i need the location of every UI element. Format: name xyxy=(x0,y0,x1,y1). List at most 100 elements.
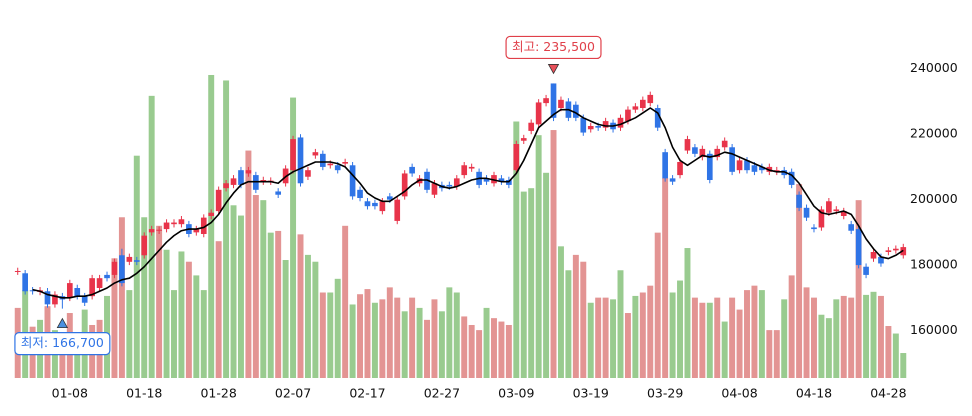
volume-bar xyxy=(729,297,736,378)
volume-bar xyxy=(379,299,386,378)
candle-body xyxy=(706,153,713,180)
x-tick-label: 02-07 xyxy=(275,386,311,401)
candle-body xyxy=(826,201,832,213)
volume-bar xyxy=(513,121,520,378)
candle-body xyxy=(506,180,512,185)
volume-bar xyxy=(237,215,244,378)
candle-body xyxy=(692,147,698,154)
candle-body xyxy=(357,189,363,198)
candle-body xyxy=(431,183,438,195)
candle-body xyxy=(885,250,892,252)
candle-body xyxy=(721,140,728,148)
volume-bar xyxy=(825,318,832,378)
volume-bar xyxy=(476,330,483,378)
volume-bar xyxy=(431,299,438,378)
candle-body xyxy=(751,165,758,172)
volume-bar xyxy=(691,297,698,378)
volume-bar xyxy=(357,294,364,378)
candle-body xyxy=(662,152,668,179)
volume-bar xyxy=(721,321,728,378)
volume-bar xyxy=(319,292,326,378)
candle-body xyxy=(104,274,110,279)
volume-bar xyxy=(699,302,706,378)
volume-bar xyxy=(602,297,609,378)
candle-body xyxy=(870,252,877,259)
candle-body xyxy=(312,152,319,156)
candle-body xyxy=(14,270,21,272)
volume-bar xyxy=(386,287,393,378)
candle-body xyxy=(580,117,587,133)
volume-bar xyxy=(297,234,304,378)
candle-body xyxy=(349,165,356,197)
volume-bar xyxy=(148,95,155,378)
candle-body xyxy=(89,278,95,297)
volume-bar xyxy=(334,278,341,378)
volume-bar xyxy=(528,188,535,378)
volume-bar xyxy=(267,232,274,378)
candle-body xyxy=(148,229,155,233)
volume-bar xyxy=(706,302,713,378)
candle-body xyxy=(684,139,691,151)
volume-bar xyxy=(624,313,631,378)
candle-body xyxy=(141,235,148,256)
volume-bar xyxy=(260,200,267,378)
candle-body xyxy=(305,170,311,177)
x-tick-label: 04-08 xyxy=(721,386,757,401)
candle-body xyxy=(446,184,453,187)
volume-bar xyxy=(587,302,594,378)
volume-bar xyxy=(141,217,148,378)
volume-bar xyxy=(818,314,825,378)
volume-bar xyxy=(781,299,788,378)
volume-bar xyxy=(610,299,617,378)
volume-bar xyxy=(535,135,542,378)
volume-bar xyxy=(371,302,378,378)
volume-bar xyxy=(811,297,817,378)
candle-body xyxy=(409,166,415,174)
volume-bar xyxy=(796,184,803,378)
volume-bar xyxy=(833,299,840,378)
annotation-box xyxy=(505,35,602,60)
candle-body xyxy=(223,183,229,189)
candle-body xyxy=(275,191,282,195)
volume-bar xyxy=(744,290,750,378)
volume-bar xyxy=(520,191,527,378)
volume-bar xyxy=(483,307,490,378)
candle-body xyxy=(647,94,654,104)
candle-body xyxy=(208,212,215,216)
candle-body xyxy=(379,201,386,212)
candle-body xyxy=(52,294,58,305)
volume-bar xyxy=(855,200,862,378)
x-tick-label: 04-18 xyxy=(796,386,832,401)
candle-body xyxy=(327,163,334,166)
volume-bar xyxy=(505,324,512,378)
candle-body xyxy=(320,153,326,167)
volume-bar xyxy=(468,324,475,378)
candle-body xyxy=(848,224,855,231)
y-tick-label: 220000 xyxy=(910,126,958,141)
volume-bar xyxy=(446,287,453,378)
volume-bar xyxy=(327,292,334,378)
volume-bar xyxy=(282,260,289,378)
volume-bar xyxy=(453,292,460,378)
candle-body xyxy=(811,227,817,230)
volume-bar xyxy=(208,74,215,378)
candle-body xyxy=(833,209,840,212)
x-tick-label: 02-17 xyxy=(349,386,385,401)
candle-body xyxy=(290,139,296,171)
volume-bar xyxy=(595,297,602,378)
x-tick-label: 01-28 xyxy=(200,386,236,401)
candle-body xyxy=(163,222,170,230)
candle-body xyxy=(297,137,304,184)
candle-body xyxy=(193,229,200,233)
volume-bar xyxy=(617,270,624,378)
candle-body xyxy=(543,98,549,104)
volume-bar xyxy=(788,275,795,378)
volume-bar xyxy=(312,261,319,378)
annotation-marker xyxy=(547,64,560,75)
candle-body xyxy=(119,255,125,284)
candle-body xyxy=(133,260,140,262)
candle-body xyxy=(401,173,408,197)
volume-bar xyxy=(684,248,691,378)
candle-body xyxy=(260,180,267,182)
